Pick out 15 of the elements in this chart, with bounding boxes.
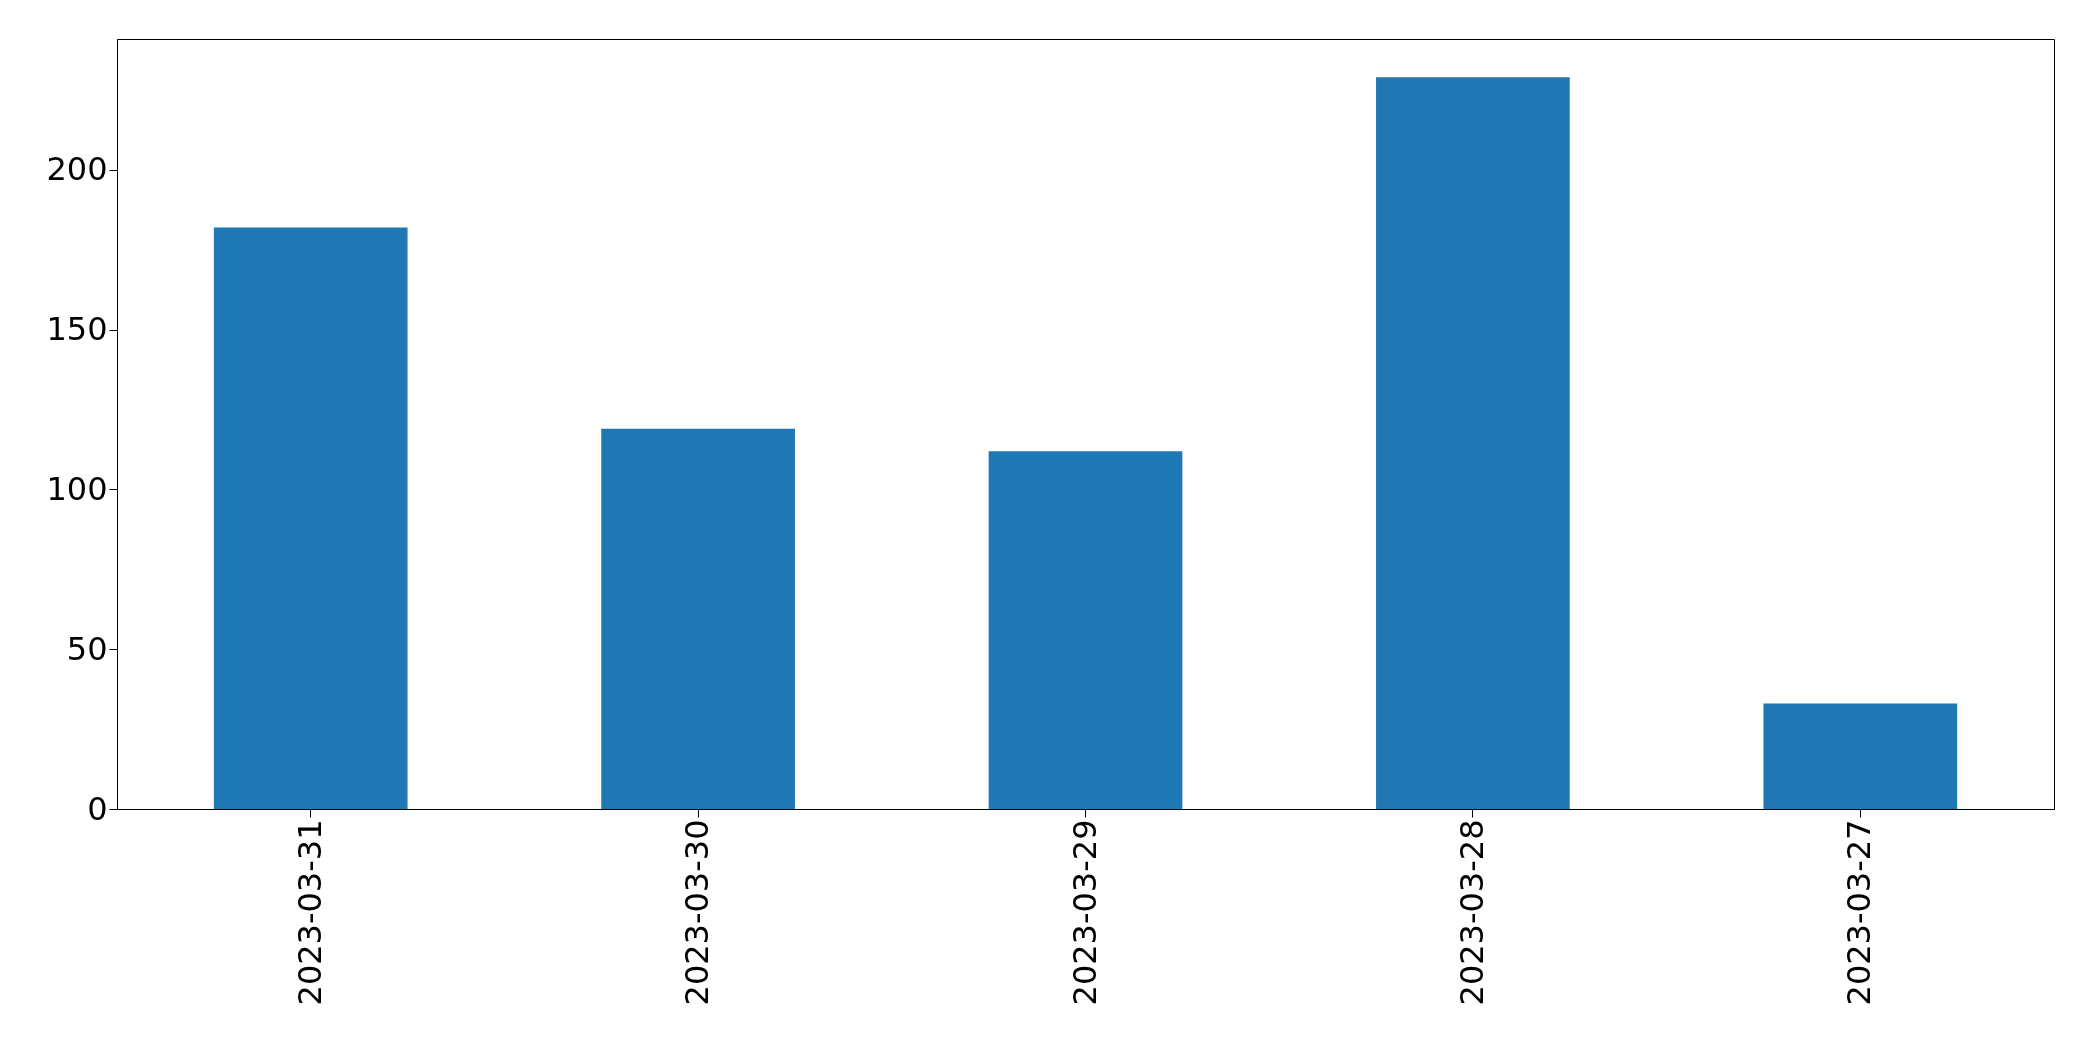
x-tick-label: 2023-03-31	[290, 819, 329, 1006]
y-tick-label: 200	[46, 150, 108, 189]
y-tick-label: 0	[87, 789, 108, 828]
bar	[601, 428, 795, 809]
x-tick-label: 2023-03-30	[678, 819, 717, 1006]
y-tick-label: 150	[46, 310, 108, 349]
bar	[988, 451, 1183, 809]
bar	[1763, 703, 1958, 809]
x-tick-label: 2023-03-27	[1840, 819, 1879, 1006]
y-tick-label: 50	[66, 629, 108, 668]
y-tick-label: 100	[46, 470, 108, 508]
bar	[213, 227, 408, 809]
x-tick-label: 2023-03-29	[1065, 819, 1104, 1006]
bar	[1376, 77, 1570, 809]
x-tick-label: 2023-03-28	[1452, 819, 1491, 1006]
